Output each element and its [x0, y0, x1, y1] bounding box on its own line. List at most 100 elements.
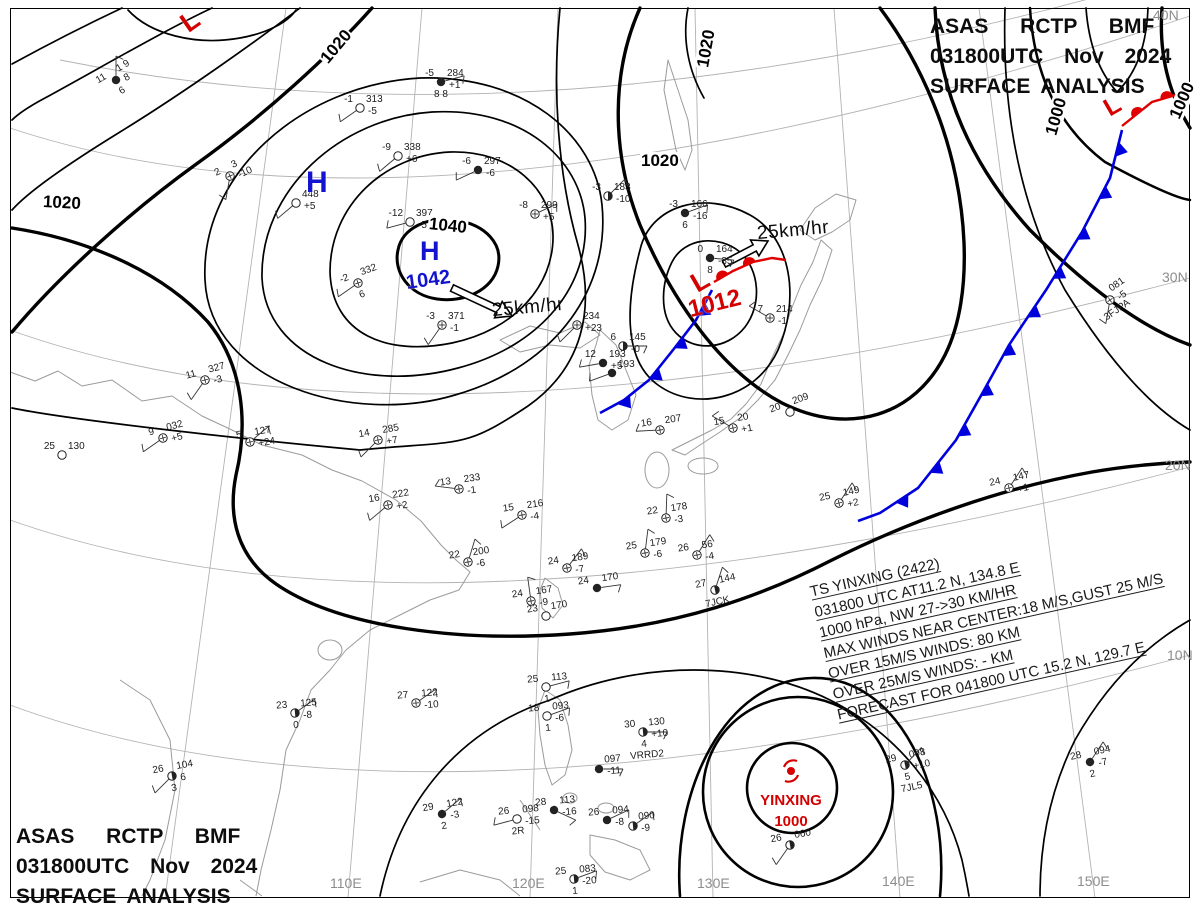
lon-label: 140E: [882, 873, 915, 889]
station-value: 149: [842, 484, 861, 498]
warm-front-semicircle: [1160, 91, 1174, 100]
station-value: 18: [528, 703, 540, 715]
station-value: 25: [527, 674, 539, 686]
station-value: 23: [526, 603, 539, 616]
station-value: -6: [462, 156, 471, 167]
station-value: +2: [396, 500, 410, 513]
station-value: 20: [768, 401, 783, 415]
station-value: 170: [550, 599, 568, 612]
station-value: -8: [303, 709, 313, 721]
station-value: 8: [122, 71, 133, 84]
station-plot: 097-11: [594, 753, 624, 777]
chart-header: ASAS RCTP BMF 031800UTC Nov 2024 SURFACE…: [930, 12, 1171, 102]
station-value: 1: [572, 886, 579, 897]
station-value: 193: [609, 349, 626, 360]
station-value: 56: [701, 539, 714, 552]
station-value: 6: [117, 84, 128, 97]
station-value: -7: [575, 564, 586, 576]
station-value: 26: [770, 832, 783, 845]
lat-label: 10N: [1167, 647, 1193, 663]
station-value: 24: [511, 588, 524, 601]
station-value: 7: [757, 304, 763, 315]
station-value: +5: [543, 212, 555, 223]
cold-front-triangle: [649, 367, 663, 381]
station-plot: -5 284+18 8: [425, 68, 465, 100]
station-plot: 7 214-1: [748, 301, 793, 327]
station-plot: 448+5: [275, 189, 319, 219]
station-plot: 25 149+2: [818, 482, 861, 510]
station-value: 8: [599, 359, 605, 370]
station-value: 179: [649, 536, 667, 549]
station-value: 6: [180, 772, 188, 784]
station-plot: 18 093-61: [528, 700, 571, 734]
station-value: 26: [588, 807, 600, 819]
station-value: 0: [293, 720, 300, 731]
warm-front-semicircle: [742, 257, 756, 267]
typhoon-icon: [787, 767, 795, 775]
station-value: -11: [607, 765, 622, 777]
station-value: 122: [445, 796, 464, 810]
station-plot: 090-9: [628, 810, 656, 834]
cold-front-triangle: [618, 395, 632, 409]
station-value: 22: [448, 549, 461, 562]
station-value: 327: [207, 360, 226, 375]
station-value: 2R: [511, 825, 525, 837]
station-value: VRRD2: [630, 748, 665, 762]
station-value: 16: [640, 417, 653, 430]
station-value: -8: [615, 816, 625, 828]
station-value: 145: [629, 332, 646, 343]
station-value: 214: [776, 304, 793, 315]
station-plot: 25 083-201: [555, 863, 598, 897]
station-value: 0: [697, 244, 703, 255]
station-value: -0: [631, 344, 640, 355]
station-value: 7JCK: [704, 594, 731, 610]
station-value: -7: [1097, 756, 1108, 769]
station-value: -9: [641, 822, 651, 834]
station-value: 25: [555, 866, 567, 878]
station-value: +5: [611, 361, 623, 372]
station-value: -16: [693, 211, 708, 222]
station-value: 125: [300, 697, 318, 709]
station-value: -9: [382, 142, 391, 153]
station-value: -1: [344, 94, 353, 105]
station-value: +1: [741, 423, 755, 436]
station-value: -35: [718, 256, 733, 267]
isobar-1000: [1028, 6, 1192, 202]
station-value: 11: [185, 368, 198, 381]
station-value: -3: [592, 182, 601, 193]
station-value: 222: [391, 487, 410, 501]
station-plot: 8 193: [588, 359, 635, 382]
station-value: -5: [368, 106, 377, 117]
station-value: 5: [235, 429, 243, 441]
station-value: -10: [616, 194, 631, 205]
station-value: 032: [165, 418, 184, 433]
station-value: 090: [638, 810, 656, 822]
station-value: 060: [793, 827, 812, 841]
station-value: 166: [691, 199, 708, 210]
movement-arrow: [449, 283, 514, 319]
station-value: 6: [610, 332, 616, 343]
station-plot: 22 200-6: [448, 538, 490, 570]
station-value: 2: [1089, 768, 1097, 780]
cold-front-triangle: [1077, 227, 1091, 240]
station-plot: -3 183-10: [592, 178, 631, 205]
station-plot: 26 060: [770, 827, 812, 865]
station-value: 30: [624, 719, 636, 731]
station-value: -1: [467, 485, 478, 497]
station-value: +2: [846, 497, 860, 510]
station-value: 28: [1069, 750, 1083, 763]
station-value: 15: [502, 502, 515, 515]
station-value: 164: [716, 244, 733, 255]
station-value: 183: [614, 182, 631, 193]
station-plot: 25 179-6: [625, 528, 667, 561]
station-value: 284: [447, 68, 464, 79]
station-plot: -1 313-5: [338, 94, 383, 123]
station-value: 24: [988, 476, 1002, 489]
footer-type: SURFACE ANALYSIS: [16, 885, 231, 908]
station-value: -4: [705, 551, 716, 563]
station-value: 127: [253, 424, 272, 438]
typhoon-pressure-label: 1000: [774, 813, 808, 830]
